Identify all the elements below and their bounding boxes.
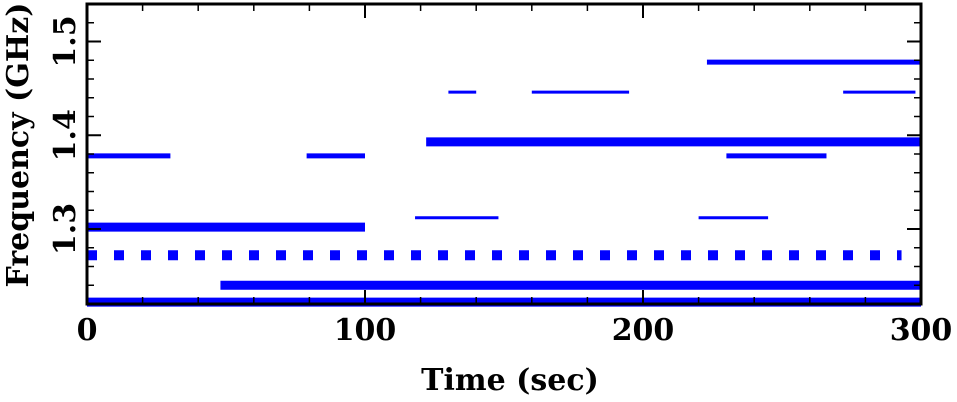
x-tick-label: 200 bbox=[612, 313, 675, 348]
y-tick-label: 1.5 bbox=[48, 15, 83, 67]
x-tick-label: 100 bbox=[334, 313, 397, 348]
chart-marks bbox=[87, 59, 921, 307]
y-axis-title: Frequency (GHz) bbox=[1, 3, 36, 288]
y-tick-label: 1.3 bbox=[48, 203, 83, 255]
x-axis: 0 100 200 300 bbox=[77, 4, 953, 348]
x-axis-title: Time (sec) bbox=[421, 363, 599, 398]
y-tick-label: 1.4 bbox=[48, 109, 83, 161]
x-tick-label: 0 bbox=[77, 313, 98, 348]
x-tick-label: 300 bbox=[890, 313, 953, 348]
y-axis: 1.3 1.4 1.5 bbox=[48, 15, 921, 286]
